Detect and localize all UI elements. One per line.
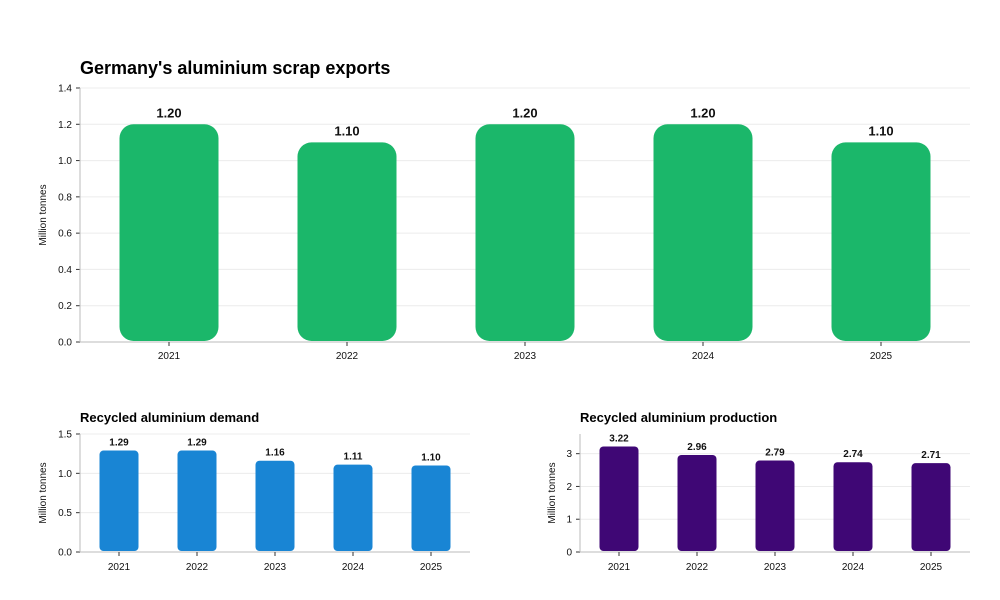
- x-tick-label: 2022: [336, 351, 359, 362]
- bar-2025: [831, 142, 931, 341]
- data-label: 2.71: [921, 450, 941, 461]
- bar-2021: [119, 124, 219, 342]
- y-tick-label: 0.8: [58, 192, 72, 203]
- bar-2023: [475, 124, 575, 342]
- data-label: 1.20: [690, 105, 715, 120]
- y-tick-label: 1.0: [58, 156, 72, 167]
- data-label: 1.29: [187, 438, 207, 449]
- data-label: 3.22: [609, 433, 629, 444]
- data-label: 1.11: [344, 452, 363, 463]
- x-tick-label: 2021: [108, 562, 131, 573]
- x-tick-label: 2024: [692, 351, 715, 362]
- y-axis-label: Million tonnes: [547, 462, 558, 523]
- chart-1-group: 0.0 0.5 1.0 1.5 Million tonnes 1.29 2021 1.29 20…: [38, 430, 470, 573]
- y-tick-label: 0.2: [58, 301, 72, 312]
- y-tick-label: 1.5: [58, 430, 72, 441]
- chart-title-scrap-exports: Germany's aluminium scrap exports: [80, 58, 391, 78]
- x-tick-label: 2023: [264, 562, 287, 573]
- data-label: 2.79: [765, 448, 785, 459]
- data-label: 2.74: [843, 449, 863, 460]
- bar-2025: [911, 463, 951, 551]
- x-tick-label: 2024: [342, 562, 365, 573]
- x-tick-label: 2021: [158, 351, 181, 362]
- bar-2023: [255, 460, 295, 551]
- bar-2024: [653, 124, 753, 342]
- bar-2022: [177, 450, 217, 551]
- y-tick-label: 1.2: [58, 120, 72, 131]
- data-label: 1.10: [868, 123, 893, 138]
- y-tick-label: 0.6: [58, 229, 72, 240]
- bar-2023: [755, 460, 795, 551]
- y-tick-label: 1.0: [58, 469, 72, 480]
- x-tick-label: 2021: [608, 562, 631, 573]
- bar-2021: [599, 446, 639, 551]
- data-label: 2.96: [687, 442, 707, 453]
- y-tick-label: 0.0: [58, 338, 72, 349]
- bar-2022: [297, 142, 397, 341]
- y-tick-label: 1.4: [58, 84, 72, 95]
- bar-2024: [333, 464, 373, 551]
- y-tick-label: 0.4: [58, 265, 72, 276]
- x-tick-label: 2023: [514, 351, 537, 362]
- data-label: 1.20: [156, 105, 181, 120]
- x-tick-label: 2022: [686, 562, 709, 573]
- y-tick-label: 2: [566, 482, 572, 493]
- y-tick-label: 0.0: [58, 548, 72, 559]
- chart-2-group: 0 1 2 3 Million tonnes 3.22 2021 2.96 2022 2.79 20…: [547, 433, 970, 573]
- chart-0-group: 0.0 0.2 0.4 0.6 0.8 1.0 1.2 1.4 Million tonnes 1.…: [38, 84, 970, 362]
- x-tick-label: 2025: [920, 562, 943, 573]
- x-tick-label: 2023: [764, 562, 787, 573]
- x-tick-label: 2025: [870, 351, 893, 362]
- y-tick-label: 1: [566, 515, 572, 526]
- bar-2025: [411, 465, 451, 551]
- chart-title-recycled-production: Recycled aluminium production: [580, 410, 778, 425]
- x-tick-label: 2024: [842, 562, 865, 573]
- y-axis-label: Million tonnes: [38, 462, 49, 523]
- data-label: 1.20: [512, 105, 537, 120]
- bar-2024: [833, 462, 873, 551]
- x-tick-label: 2025: [420, 562, 443, 573]
- data-label: 1.10: [334, 123, 359, 138]
- bar-2021: [99, 450, 139, 551]
- bar-2022: [677, 454, 717, 551]
- x-tick-label: 2022: [186, 562, 209, 573]
- data-label: 1.10: [421, 452, 441, 463]
- y-tick-label: 0: [566, 548, 572, 559]
- data-label: 1.16: [265, 448, 285, 459]
- y-tick-label: 0.5: [58, 508, 72, 519]
- data-label: 1.29: [109, 438, 129, 449]
- chart-title-recycled-demand: Recycled aluminium demand: [80, 410, 260, 425]
- y-axis-label: Million tonnes: [38, 184, 49, 245]
- y-tick-label: 3: [566, 449, 572, 460]
